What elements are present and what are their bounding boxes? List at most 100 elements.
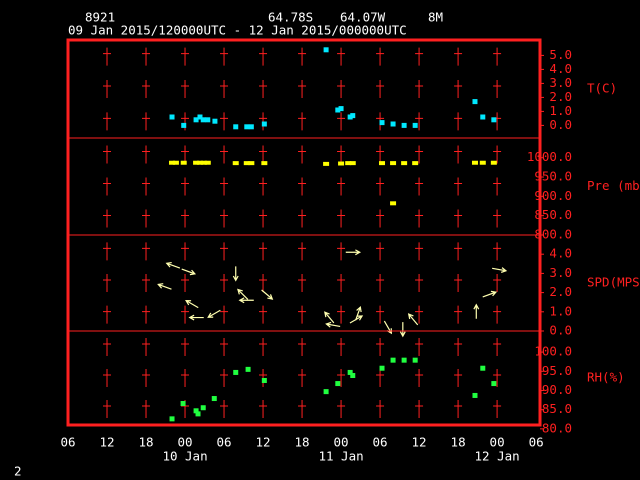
grid-cross: [376, 400, 385, 419]
longitude: 64.07W: [340, 10, 386, 25]
grid-cross: [142, 337, 151, 356]
grid-cross: [220, 47, 229, 66]
wind-arrow: [345, 249, 362, 256]
grid-cross: [220, 305, 229, 324]
point: [244, 124, 250, 130]
wind-arrow: [237, 288, 249, 300]
grid-cross: [259, 337, 268, 356]
y-tick-label: 1.0: [549, 103, 572, 118]
point: [379, 120, 385, 126]
grid-cross: [337, 177, 346, 196]
grid-cross: [454, 337, 463, 356]
wind-arrow: [261, 289, 274, 300]
grid-cross: [337, 337, 346, 356]
pressure-mark: [261, 161, 268, 166]
grid-cross: [454, 80, 463, 98]
grid-cross: [259, 177, 268, 196]
point: [350, 373, 356, 379]
grid-cross: [376, 47, 385, 66]
point: [401, 357, 407, 363]
point: [200, 117, 206, 123]
point: [211, 396, 217, 402]
grid-cross: [259, 242, 268, 261]
grid-cross: [376, 177, 385, 196]
y-tick-label: 850.0: [534, 207, 572, 222]
grid-cross: [493, 337, 502, 356]
x-tick-label: 12: [412, 435, 427, 450]
grid-cross: [103, 47, 112, 66]
wind-arrow: [185, 299, 199, 309]
grid-cross: [220, 400, 229, 419]
wind-arrow: [492, 267, 508, 273]
x-tick-label: 00: [334, 435, 349, 450]
y-tick-label: 3.0: [549, 265, 572, 280]
grid-cross: [454, 369, 463, 387]
x-tick-label: 00: [490, 435, 505, 450]
grid-cross: [376, 80, 385, 98]
elevation: 8M: [428, 10, 443, 25]
grid-cross: [103, 177, 112, 196]
grid-cross: [259, 305, 268, 324]
grid-cross: [298, 80, 307, 98]
pressure-mark: [172, 160, 179, 165]
point: [193, 408, 199, 414]
y-tick-label: 0.0: [549, 323, 572, 338]
grid-cross: [259, 209, 268, 228]
wind-arrow: [473, 303, 480, 319]
grid-cross: [454, 47, 463, 66]
point: [169, 416, 175, 422]
grid-cross: [298, 242, 307, 261]
point: [390, 357, 396, 363]
grid-cross: [259, 274, 268, 292]
grid-cross: [220, 145, 229, 164]
grid-cross: [181, 242, 190, 261]
grid-cross: [142, 177, 151, 196]
grid-cross: [493, 47, 502, 66]
point: [480, 365, 486, 371]
point: [169, 114, 175, 120]
y-tick-label: 90.0: [542, 382, 572, 397]
y-tick-label: 0.0: [549, 117, 572, 132]
grid-cross: [454, 242, 463, 261]
grid-cross: [220, 369, 229, 387]
grid-cross: [337, 209, 346, 228]
point: [350, 113, 356, 119]
panel-label: T(C): [587, 81, 617, 96]
grid-cross: [337, 369, 346, 387]
wind-arrow: [157, 283, 172, 290]
grid-cross: [103, 274, 112, 292]
grid-cross: [415, 274, 424, 292]
grid-cross: [259, 80, 268, 98]
point: [390, 121, 396, 127]
point: [261, 121, 267, 127]
wind-arrow: [238, 297, 254, 304]
grid-cross: [454, 305, 463, 324]
y-tick-label: 950.0: [534, 169, 572, 184]
x-tick-label: 18: [295, 435, 310, 450]
grid-cross: [142, 369, 151, 387]
grid-cross: [259, 145, 268, 164]
grid-cross: [415, 112, 424, 131]
grid-cross: [298, 177, 307, 196]
grid-cross: [376, 274, 385, 292]
grid-cross: [142, 145, 151, 164]
grid-cross: [181, 274, 190, 292]
wind-arrow: [399, 322, 406, 338]
pressure-mark: [204, 160, 211, 165]
date-label: 12 Jan: [475, 449, 520, 464]
grid-cross: [103, 112, 112, 131]
grid-cross: [493, 369, 502, 387]
wind-arrow: [482, 290, 498, 298]
grid-cross: [181, 145, 190, 164]
grid-cross: [376, 209, 385, 228]
y-tick-label: 900.0: [534, 188, 572, 203]
point: [180, 401, 186, 407]
pressure-mark: [200, 160, 207, 165]
pressure-mark: [349, 161, 356, 166]
grid-cross: [415, 242, 424, 261]
page-number: 2: [14, 464, 22, 479]
point: [347, 369, 353, 375]
grid-cross: [142, 242, 151, 261]
y-tick-label: 2.0: [549, 284, 572, 299]
